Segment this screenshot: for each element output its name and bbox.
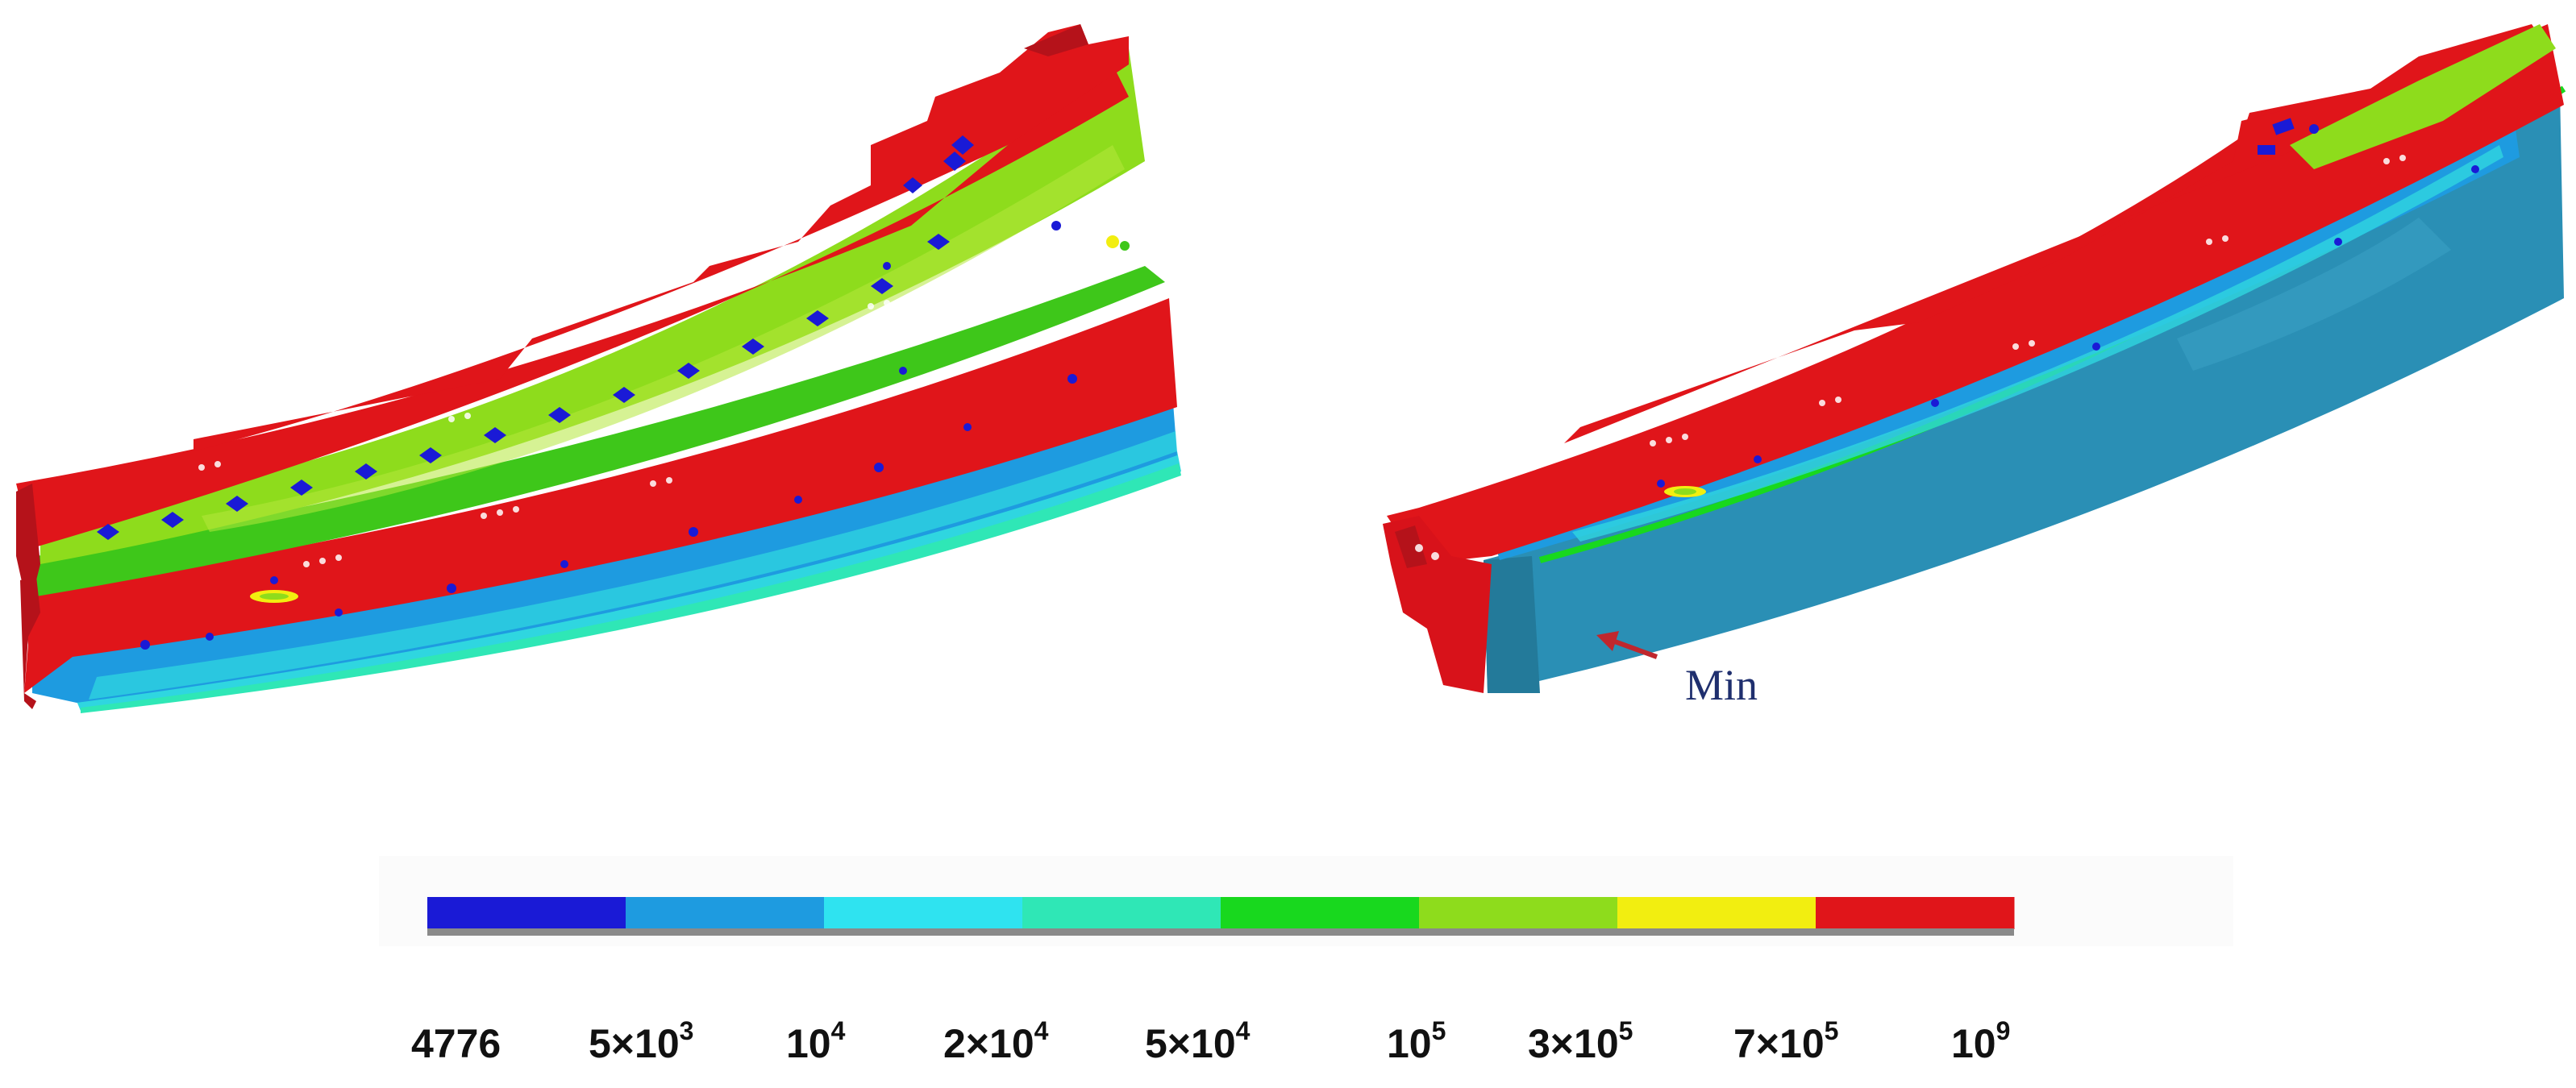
tick-label-2: 5×103 [589,1016,693,1066]
right-web-front-face [1484,556,1540,693]
left-middle-green-plate [36,266,1165,596]
left-top-ridge [194,24,1129,451]
right-top-ridge [1564,24,2548,443]
right-white-speckles [1415,155,2406,560]
colorbar-band-3 [824,897,1023,929]
tick-label-7: 3×105 [1528,1016,1633,1066]
left-upper-lime-plate [40,48,1145,564]
colorbar-band-2 [626,897,825,929]
left-model [16,24,1181,713]
tick-label-4: 2×104 [943,1016,1049,1066]
left-top-ridge-shadow [1024,24,1088,56]
colorbar-band-6 [1419,897,1618,929]
colorbar-band-5 [1221,897,1420,929]
left-lower-band-cyan [89,431,1177,700]
tick-label-5: 5×104 [1145,1016,1251,1066]
colorbar-band-7 [1617,897,1817,929]
left-end-face [20,576,40,709]
min-annotation: Min [1596,631,1758,709]
tick-label-9: 109 [1951,1016,2010,1066]
left-blue-dots [140,221,1077,650]
left-upper-red-flange [16,64,1129,548]
colorbar-base-line [427,928,2014,936]
left-blue-diamond-row [97,135,974,540]
tick-label-1: 4776 [411,1021,501,1066]
min-arrow-head [1596,631,1619,651]
colorbar-band-8 [1816,897,2015,929]
colorbar-tick-labels: 4776 5×103 104 2×104 5×104 105 3×105 7×105 109 [411,1016,2010,1066]
left-white-speckles [198,271,1003,567]
right-blue-dots [1657,118,2479,488]
min-label: Min [1685,661,1758,709]
min-arrow-line [1611,638,1658,659]
right-yellow-spot-core [1674,488,1696,495]
right-web-lighter-patch [2177,218,2451,371]
tick-label-6: 105 [1387,1016,1446,1066]
colorbar-bands [427,897,2015,929]
right-lime-strip [2290,24,2556,169]
colorbar [379,856,2233,946]
colorbar-band-4 [1022,897,1221,929]
colorbar-band-1 [427,897,626,929]
tick-label-8: 7×105 [1733,1016,1838,1066]
left-end-face-shadow [16,484,40,596]
tick-label-3: 104 [786,1016,846,1066]
left-lower-red-body [24,298,1177,693]
right-cut-end-shadow [1395,525,1427,568]
right-model [1383,24,2566,693]
left-yellow-spots [250,235,1130,603]
